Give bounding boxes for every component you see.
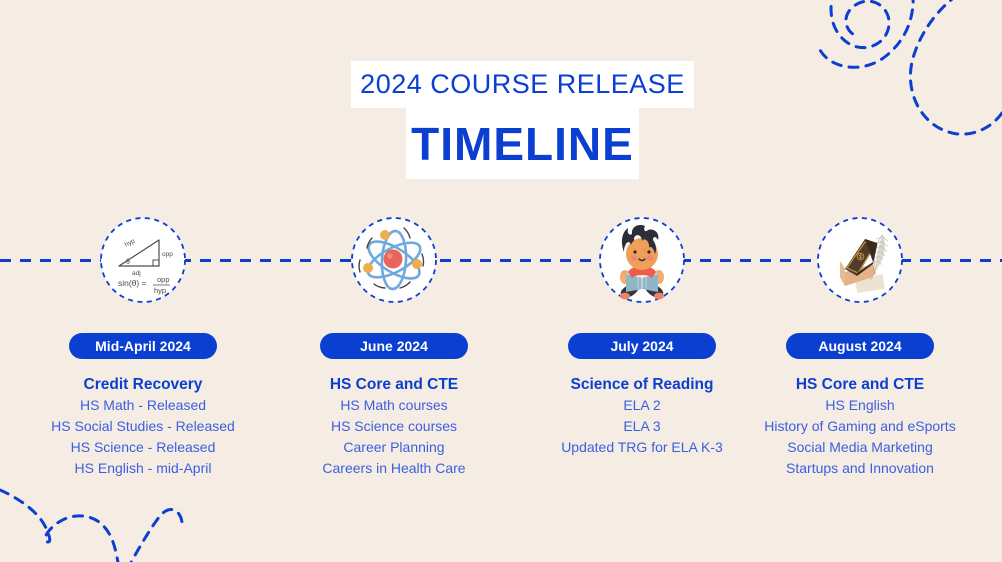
svg-text:sin(θ) =: sin(θ) = xyxy=(118,278,147,288)
svg-text:adj: adj xyxy=(132,270,141,277)
svg-text:hyp: hyp xyxy=(154,286,166,295)
svg-text:opp: opp xyxy=(162,251,173,258)
svg-text:θ: θ xyxy=(126,259,130,266)
svg-text:hyp: hyp xyxy=(124,237,137,248)
svg-text:opp: opp xyxy=(157,275,170,284)
